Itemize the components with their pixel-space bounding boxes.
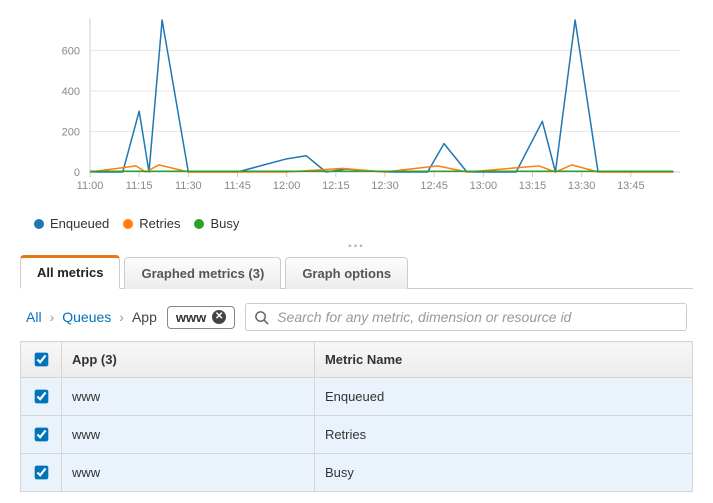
svg-text:13:15: 13:15 bbox=[519, 180, 547, 192]
search-input[interactable] bbox=[275, 308, 678, 326]
cell-app: www bbox=[62, 416, 315, 454]
row-checkbox[interactable] bbox=[35, 390, 49, 404]
svg-text:13:30: 13:30 bbox=[568, 180, 596, 192]
legend-item[interactable]: Enqueued bbox=[34, 216, 109, 231]
legend-label: Enqueued bbox=[50, 216, 109, 231]
cell-metric: Enqueued bbox=[314, 378, 692, 416]
breadcrumb-sep-icon: › bbox=[119, 309, 124, 325]
svg-text:12:30: 12:30 bbox=[371, 180, 399, 192]
select-all-header[interactable] bbox=[21, 342, 62, 378]
svg-text:11:30: 11:30 bbox=[175, 180, 202, 192]
breadcrumb-queues[interactable]: Queues bbox=[62, 309, 111, 325]
legend-item[interactable]: Busy bbox=[194, 216, 239, 231]
column-app[interactable]: App (3) bbox=[62, 342, 315, 378]
legend-swatch-icon bbox=[34, 219, 44, 229]
svg-text:11:45: 11:45 bbox=[224, 180, 251, 192]
legend-swatch-icon bbox=[123, 219, 133, 229]
breadcrumb: All › Queues › App bbox=[26, 309, 157, 325]
cell-app: www bbox=[62, 378, 315, 416]
chart-legend: Enqueued Retries Busy bbox=[20, 210, 693, 239]
metrics-toolbar: All › Queues › App www ✕ bbox=[20, 289, 693, 341]
filter-chip[interactable]: www ✕ bbox=[167, 306, 235, 329]
legend-label: Busy bbox=[210, 216, 239, 231]
svg-text:13:00: 13:00 bbox=[470, 180, 498, 192]
tabs-bar: All metricsGraphed metrics (3)Graph opti… bbox=[20, 254, 693, 289]
cell-metric: Retries bbox=[314, 416, 692, 454]
resize-handle[interactable]: ▪▪▪ bbox=[20, 239, 693, 254]
select-all-checkbox[interactable] bbox=[35, 353, 49, 367]
table-row[interactable]: wwwRetries bbox=[21, 416, 693, 454]
legend-item[interactable]: Retries bbox=[123, 216, 180, 231]
row-checkbox[interactable] bbox=[35, 466, 49, 480]
filter-chip-label: www bbox=[176, 310, 206, 325]
svg-text:12:45: 12:45 bbox=[420, 180, 448, 192]
tab-graphed-metrics-3[interactable]: Graphed metrics (3) bbox=[124, 257, 281, 289]
svg-text:400: 400 bbox=[62, 86, 80, 98]
svg-text:12:00: 12:00 bbox=[273, 180, 301, 192]
search-box[interactable] bbox=[245, 303, 687, 331]
filter-chip-remove-icon[interactable]: ✕ bbox=[212, 310, 226, 324]
breadcrumb-all[interactable]: All bbox=[26, 309, 42, 325]
row-checkbox[interactable] bbox=[35, 428, 49, 442]
svg-text:600: 600 bbox=[62, 45, 80, 57]
svg-text:13:45: 13:45 bbox=[617, 180, 645, 192]
cell-app: www bbox=[62, 454, 315, 492]
tab-graph-options[interactable]: Graph options bbox=[285, 257, 408, 289]
table-row[interactable]: wwwBusy bbox=[21, 454, 693, 492]
line-chart-svg: 0 200 400 600 11:00 11:15 11:30 11:45 12:00 12:15… bbox=[20, 10, 693, 210]
legend-swatch-icon bbox=[194, 219, 204, 229]
search-icon bbox=[254, 310, 269, 325]
metrics-chart: 0 200 400 600 11:00 11:15 11:30 11:45 12:00 12:15… bbox=[20, 10, 693, 210]
tab-all-metrics[interactable]: All metrics bbox=[20, 255, 120, 289]
column-metric-name[interactable]: Metric Name bbox=[314, 342, 692, 378]
breadcrumb-sep-icon: › bbox=[50, 309, 55, 325]
svg-text:12:15: 12:15 bbox=[322, 180, 350, 192]
cell-metric: Busy bbox=[314, 454, 692, 492]
table-row[interactable]: wwwEnqueued bbox=[21, 378, 693, 416]
svg-text:200: 200 bbox=[62, 126, 80, 138]
metrics-table: App (3) Metric Name wwwEnqueuedwwwRetrie… bbox=[20, 341, 693, 492]
svg-text:11:15: 11:15 bbox=[126, 180, 153, 192]
svg-text:0: 0 bbox=[74, 167, 80, 179]
breadcrumb-current: App bbox=[132, 309, 157, 325]
legend-label: Retries bbox=[139, 216, 180, 231]
svg-text:11:00: 11:00 bbox=[77, 180, 104, 192]
